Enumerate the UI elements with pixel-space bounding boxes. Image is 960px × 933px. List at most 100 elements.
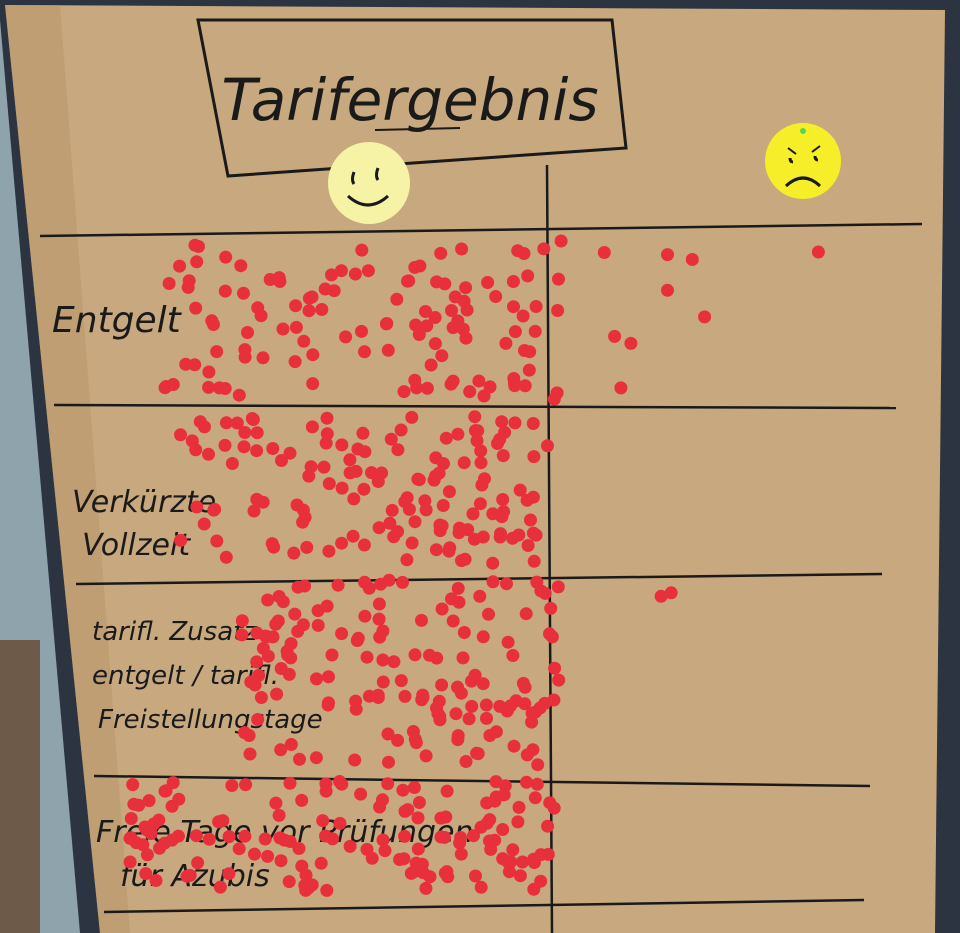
happy-vote-dot (189, 301, 203, 315)
happy-vote-dot (210, 345, 224, 359)
happy-vote-dot (207, 503, 221, 517)
happy-vote-dot (190, 255, 204, 269)
happy-vote-dot (508, 416, 522, 430)
happy-vote-dot (159, 784, 173, 798)
happy-vote-dot (408, 732, 422, 746)
happy-vote-dot (459, 331, 473, 345)
happy-vote-dot (335, 777, 349, 791)
happy-vote-dot (267, 540, 281, 554)
happy-vote-dot (276, 595, 290, 609)
happy-vote-dot (402, 274, 416, 288)
happy-vote-dot (310, 672, 323, 686)
row-line-5 (103, 898, 865, 914)
happy-vote-dot (372, 597, 386, 611)
happy-vote-dot (508, 325, 522, 339)
happy-vote-dot (245, 412, 259, 425)
happy-vote-dot (541, 847, 555, 861)
happy-vote-dot (429, 543, 443, 557)
happy-vote-dot (247, 504, 261, 518)
happy-vote-dot (381, 343, 395, 357)
happy-vote-dot (124, 812, 138, 825)
happy-vote-dot (274, 854, 288, 868)
happy-vote-dot (238, 829, 252, 843)
happy-vote-dot (210, 534, 224, 548)
happy-vote-dot (358, 609, 372, 623)
happy-vote-dot (136, 838, 150, 852)
happy-vote-dot (507, 372, 521, 385)
happy-vote-dot (473, 589, 487, 603)
row-label-verkuerzte-line2: Vollzeit (82, 528, 191, 563)
happy-vote-dot (320, 883, 334, 897)
happy-vote-dot (531, 758, 545, 772)
happy-vote-dot (283, 835, 297, 848)
happy-vote-dot (219, 250, 233, 264)
happy-vote-dot (182, 274, 196, 288)
happy-vote-dot (449, 707, 463, 721)
happy-vote-dot (513, 483, 527, 497)
happy-vote-dot (218, 284, 232, 298)
happy-vote-dot (288, 607, 302, 621)
happy-vote-dot (493, 530, 507, 544)
happy-vote-dot (205, 314, 219, 328)
happy-vote-dot (239, 778, 253, 792)
happy-vote-dot (244, 675, 258, 689)
happy-vote-dot (375, 466, 389, 480)
happy-vote-dot (473, 497, 487, 511)
happy-vote-dot (467, 829, 480, 843)
row-label-zusatz-line3: Freistellungstage (98, 705, 323, 735)
happy-vote-dot (339, 330, 353, 344)
happy-vote-dot (140, 848, 154, 862)
happy-vote-dot (202, 380, 216, 394)
happy-vote-dot (381, 777, 395, 791)
happy-vote-dot (314, 856, 328, 870)
happy-vote-dot (457, 626, 471, 639)
happy-vote-dot (225, 779, 239, 792)
happy-vote-dot (489, 725, 503, 739)
happy-vote-dot (292, 842, 306, 855)
happy-vote-dot (302, 304, 316, 318)
happy-vote-dot (496, 823, 510, 836)
happy-vote-dot (408, 648, 422, 662)
happy-vote-dot (261, 593, 275, 607)
poster-paper-shade (5, 5, 130, 933)
happy-vote-dot (284, 738, 298, 751)
happy-vote-dot (436, 499, 450, 512)
happy-vote-dot (391, 733, 405, 747)
happy-vote-dot (440, 784, 454, 798)
happy-vote-dot (462, 712, 476, 726)
happy-vote-dot (512, 800, 526, 814)
happy-vote-dot (173, 259, 187, 273)
happy-vote-dot (393, 853, 407, 866)
happy-vote-dot (513, 869, 527, 883)
happy-vote-dot (547, 392, 561, 406)
happy-vote-dot (527, 450, 541, 464)
happy-vote-dot (476, 630, 490, 644)
happy-vote-dot (547, 801, 561, 815)
happy-vote-dot (311, 618, 325, 632)
happy-vote-dot (398, 829, 412, 843)
happy-vote-dot (282, 875, 296, 889)
happy-vote-dot (322, 670, 335, 684)
happy-vote-dot (419, 749, 433, 763)
happy-vote-dot (516, 855, 529, 869)
happy-vote-dot (235, 614, 249, 628)
happy-vote-dot (147, 817, 161, 831)
happy-vote-dot (408, 515, 422, 529)
happy-vote-dot (296, 503, 310, 517)
happy-vote-dot (511, 815, 525, 829)
happy-vote-dot (376, 675, 390, 689)
row-line-3 (75, 572, 883, 586)
happy-vote-dot (306, 348, 320, 362)
happy-vote-dot (232, 842, 246, 856)
sticker-dots (123, 234, 825, 897)
happy-vote-dot (358, 345, 371, 359)
happy-vote-dot (357, 482, 371, 496)
happy-vote-dot (479, 698, 493, 712)
happy-vote-dot (528, 324, 542, 338)
happy-vote-dot (467, 532, 481, 546)
happy-vote-dot (413, 259, 427, 273)
happy-vote-dot (489, 290, 503, 303)
happy-vote-dot (495, 415, 509, 429)
happy-vote-dot (419, 305, 432, 318)
